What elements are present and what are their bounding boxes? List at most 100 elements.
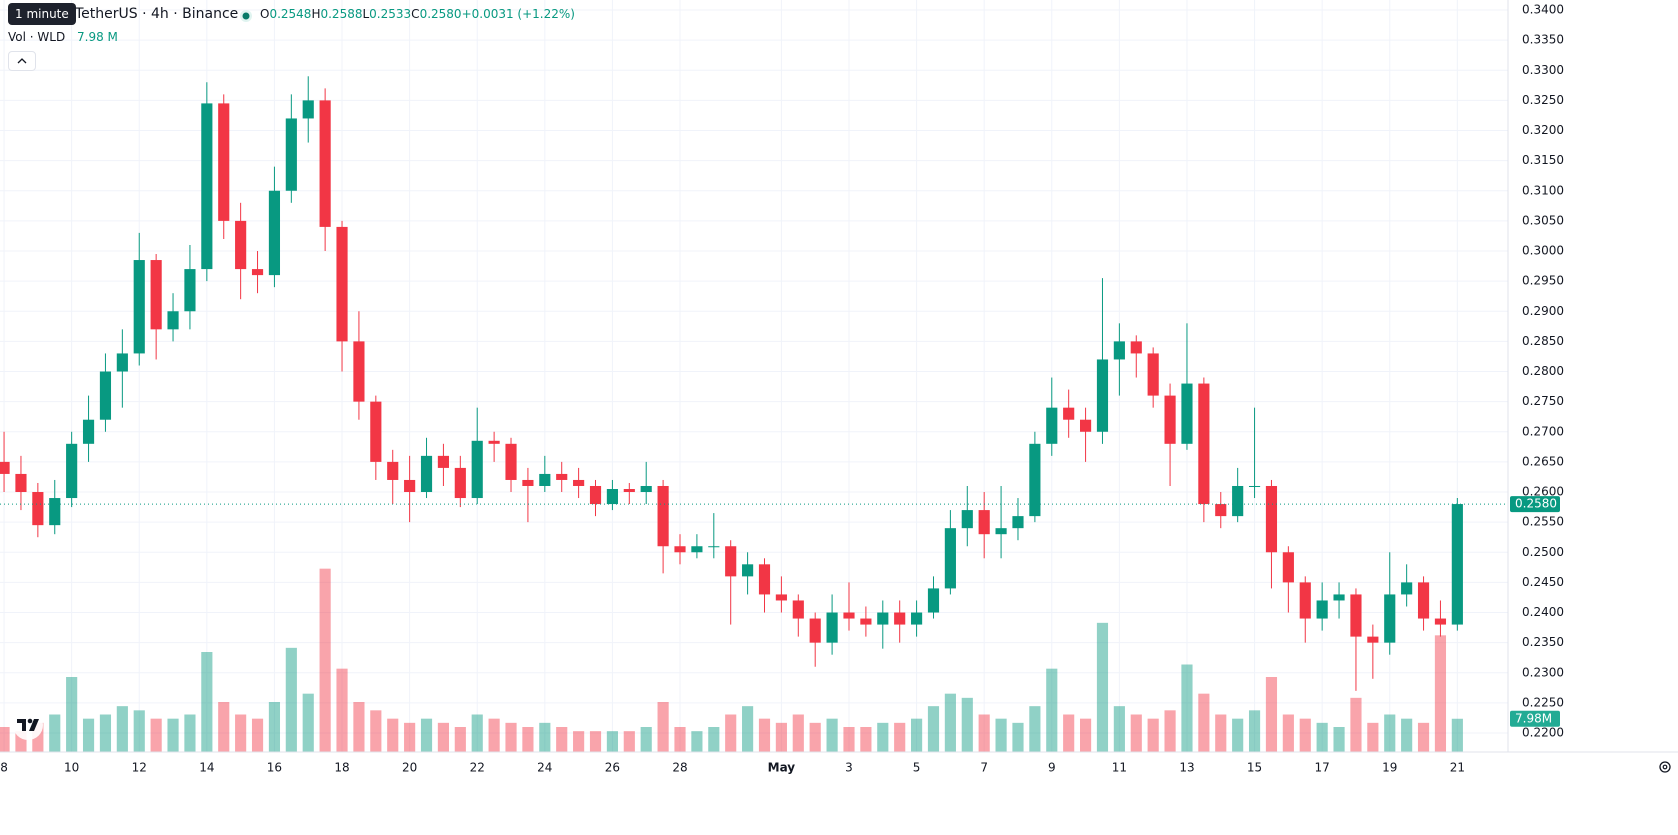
symbol-title[interactable]: TetherUS · 4h · Binance bbox=[75, 6, 239, 22]
volume-bar bbox=[657, 702, 669, 752]
y-tick-label: 0.2700 bbox=[1522, 424, 1564, 438]
volume-axis-label: 7.98M bbox=[1515, 711, 1552, 725]
ohlc-legend: O0.2548H0.2588L0.2533C0.2580+0.0031 (+1.… bbox=[260, 7, 575, 21]
volume-bar bbox=[1299, 718, 1311, 752]
settings-icon[interactable] bbox=[1659, 761, 1671, 773]
candle-body bbox=[978, 510, 990, 535]
x-tick-label: 5 bbox=[913, 761, 921, 775]
volume-bar bbox=[302, 693, 314, 752]
volume-bar bbox=[0, 727, 10, 752]
volume-bar bbox=[1113, 706, 1125, 752]
x-tick-label: 13 bbox=[1179, 761, 1194, 775]
volume-bar bbox=[640, 727, 652, 752]
volume-bar bbox=[573, 731, 585, 752]
volume-bar bbox=[268, 702, 281, 752]
candle-body bbox=[471, 440, 483, 499]
volume-bar bbox=[725, 714, 737, 752]
candle-body bbox=[454, 467, 466, 499]
volume-bar bbox=[792, 714, 804, 752]
legend-value: 0.2548 bbox=[269, 7, 312, 21]
candle-body bbox=[809, 618, 821, 643]
y-tick-label: 0.2250 bbox=[1522, 695, 1564, 709]
last-price-box bbox=[1510, 496, 1560, 513]
candle-body bbox=[1282, 552, 1294, 583]
candle-body bbox=[218, 103, 230, 221]
candle-body bbox=[623, 489, 635, 493]
volume-bar bbox=[589, 731, 602, 752]
x-tick-label: 7 bbox=[980, 761, 988, 775]
legend-key: L bbox=[362, 7, 370, 21]
candle-body bbox=[860, 618, 872, 625]
y-tick-label: 0.2900 bbox=[1522, 304, 1564, 318]
volume-bar bbox=[1079, 718, 1092, 752]
candle-body bbox=[99, 371, 112, 420]
volume-bar bbox=[116, 706, 128, 752]
candle-body bbox=[775, 594, 787, 601]
volume-bar bbox=[978, 714, 990, 752]
candle-body bbox=[488, 440, 500, 444]
volume-bar bbox=[1012, 722, 1024, 752]
candle-body bbox=[725, 546, 737, 577]
volume-bar bbox=[454, 727, 466, 752]
x-tick-label: 16 bbox=[267, 761, 282, 775]
volume-bar bbox=[336, 668, 348, 752]
volume-bar bbox=[1282, 714, 1294, 752]
candle-body bbox=[640, 485, 652, 493]
volume-bar bbox=[1265, 677, 1278, 752]
y-tick-label: 0.3250 bbox=[1522, 93, 1564, 107]
volume-bar bbox=[944, 693, 956, 752]
candle-body bbox=[167, 311, 179, 330]
y-tick-label: 0.2800 bbox=[1522, 364, 1564, 378]
candle-body bbox=[758, 564, 771, 595]
candle-body bbox=[15, 473, 27, 493]
candle-body bbox=[708, 546, 720, 548]
volume-bar bbox=[505, 722, 517, 752]
x-tick-label: 14 bbox=[199, 761, 214, 775]
y-tick-label: 0.3150 bbox=[1522, 153, 1564, 167]
candle-body bbox=[1232, 485, 1244, 517]
volume-bar bbox=[1198, 693, 1210, 752]
y-tick-label: 0.2550 bbox=[1522, 515, 1564, 529]
candle-body bbox=[1248, 485, 1261, 487]
candle-body bbox=[387, 461, 399, 480]
candle-body bbox=[1215, 504, 1227, 517]
volume-bar bbox=[235, 714, 247, 752]
candle-body bbox=[201, 103, 213, 270]
volume-bar bbox=[387, 718, 399, 752]
candle-body bbox=[404, 479, 416, 493]
volume-bar bbox=[370, 710, 382, 752]
y-tick-label: 0.2500 bbox=[1522, 545, 1564, 559]
volume-bar bbox=[1451, 718, 1463, 752]
candle-body bbox=[353, 341, 365, 402]
legend-key: O bbox=[260, 7, 270, 21]
volume-bar bbox=[674, 727, 686, 752]
volume-bar bbox=[218, 702, 230, 752]
candle-body bbox=[235, 220, 247, 270]
candle-body bbox=[420, 455, 433, 493]
candle-body bbox=[184, 269, 196, 312]
candle-body bbox=[1401, 582, 1413, 595]
x-tick-label: 28 bbox=[672, 761, 687, 775]
candle-body bbox=[961, 510, 973, 529]
candle-body bbox=[336, 226, 348, 342]
volume-bar bbox=[1248, 710, 1261, 752]
volume-bar bbox=[927, 706, 940, 752]
candle-body bbox=[606, 489, 618, 505]
candle-body bbox=[657, 485, 669, 547]
volume-bar bbox=[809, 722, 821, 752]
x-tick-label: May bbox=[768, 761, 796, 775]
candle-body bbox=[1417, 582, 1430, 619]
candle-body bbox=[1079, 419, 1092, 432]
candle-body bbox=[1434, 618, 1447, 625]
volume-bar bbox=[708, 727, 720, 752]
candles bbox=[0, 76, 1463, 691]
last-price-label: 0.2580 bbox=[1515, 497, 1557, 511]
volume-bar bbox=[1096, 622, 1109, 752]
volume-bar bbox=[1333, 727, 1345, 752]
candle-body bbox=[1333, 594, 1345, 601]
y-tick-label: 0.2650 bbox=[1522, 454, 1564, 468]
collapse-button[interactable] bbox=[8, 51, 36, 71]
candle-body bbox=[116, 353, 128, 372]
